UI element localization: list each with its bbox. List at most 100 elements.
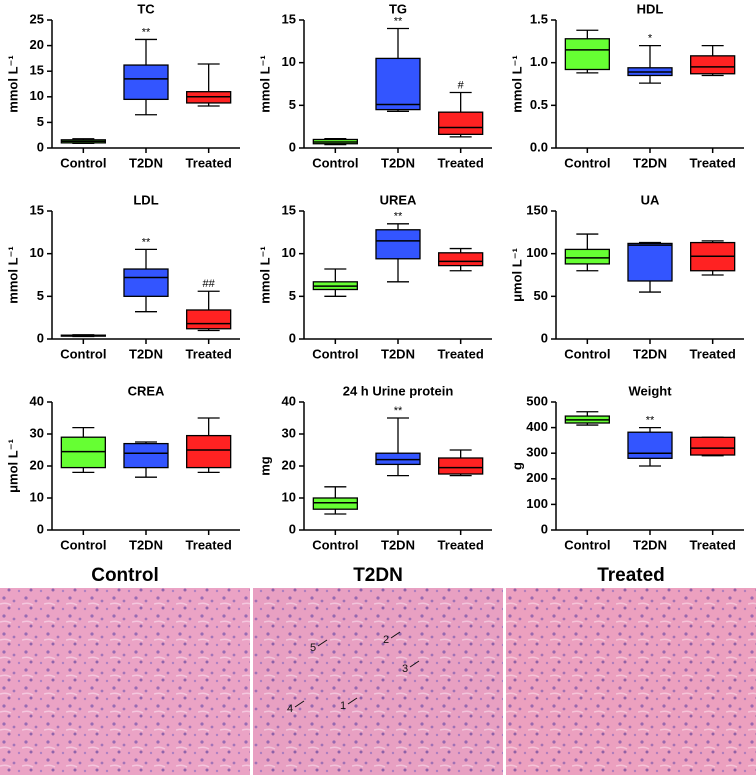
x-tick-label: Treated <box>186 537 232 552</box>
box <box>312 497 358 510</box>
box <box>375 229 421 260</box>
marker-arrow <box>317 639 328 647</box>
x-tick-label: Control <box>312 537 358 552</box>
marker-arrow <box>294 700 305 708</box>
y-tick-label: 0 <box>541 330 548 345</box>
y-tick-label: 100 <box>526 245 548 260</box>
y-axis-label: mmol L⁻¹ <box>5 246 20 303</box>
marker-arrow <box>409 660 420 668</box>
box <box>60 436 106 469</box>
x-tick-label: Treated <box>186 346 232 361</box>
significance-label: ** <box>394 405 403 417</box>
x-tick-label: Treated <box>438 346 484 361</box>
y-axis-label: μmol L⁻¹ <box>509 248 524 302</box>
x-tick-label: T2DN <box>129 346 163 361</box>
significance-label: ## <box>203 278 216 290</box>
x-tick-label: Control <box>60 537 106 552</box>
marker-label: 1 <box>340 700 346 712</box>
y-tick-label: 10 <box>282 54 296 69</box>
x-tick-label: T2DN <box>381 346 415 361</box>
x-tick-label: Treated <box>690 155 736 170</box>
y-axis-label: g <box>509 462 524 470</box>
panel-title: Treated <box>597 565 665 586</box>
y-tick-label: 5 <box>37 114 44 129</box>
image-tint <box>0 588 250 775</box>
y-tick-label: 20 <box>30 457 44 472</box>
x-tick-label: T2DN <box>633 346 667 361</box>
y-tick-label: 0 <box>37 139 44 154</box>
y-tick-label: 15 <box>30 63 44 78</box>
chart-title: CREA <box>128 383 165 398</box>
y-tick-label: 10 <box>30 88 44 103</box>
significance-label: * <box>648 33 653 45</box>
y-tick-label: 15 <box>30 202 44 217</box>
x-tick-label: Control <box>60 346 106 361</box>
y-tick-label: 40 <box>30 393 44 408</box>
marker-label: 2 <box>383 634 389 646</box>
box <box>564 38 610 71</box>
y-tick-label: 10 <box>282 489 296 504</box>
x-tick-label: Control <box>60 155 106 170</box>
y-tick-label: 10 <box>282 245 296 260</box>
chart-title: 24 h Urine protein <box>343 383 454 398</box>
significance-label: ** <box>394 15 403 27</box>
x-tick-label: Control <box>312 155 358 170</box>
histology-image <box>506 588 756 775</box>
chart-title: TC <box>137 1 155 16</box>
y-tick-label: 200 <box>526 470 548 485</box>
box <box>564 248 610 265</box>
marker-label: 4 <box>287 703 293 715</box>
significance-label: # <box>458 79 465 91</box>
chart-title: Weight <box>628 383 672 398</box>
x-tick-label: Control <box>564 346 610 361</box>
box <box>627 431 673 459</box>
y-axis-label: mmol L⁻¹ <box>5 55 20 112</box>
x-tick-label: Treated <box>690 346 736 361</box>
chart-title: UA <box>641 192 660 207</box>
marker-label: 3 <box>402 663 408 675</box>
y-axis-label: mmol L⁻¹ <box>509 55 524 112</box>
y-axis-label: mg <box>257 456 272 476</box>
box <box>438 457 484 475</box>
significance-label: ** <box>142 236 151 248</box>
y-tick-label: 20 <box>282 457 296 472</box>
y-tick-label: 30 <box>30 425 44 440</box>
box <box>438 111 484 135</box>
y-tick-label: 400 <box>526 419 548 434</box>
x-tick-label: Treated <box>438 155 484 170</box>
histology-image <box>0 588 250 775</box>
x-tick-label: T2DN <box>633 537 667 552</box>
x-tick-label: T2DN <box>381 155 415 170</box>
y-tick-label: 150 <box>526 202 548 217</box>
x-tick-label: Treated <box>186 155 232 170</box>
y-tick-label: 0.0 <box>530 139 548 154</box>
chart-title: TG <box>389 1 407 16</box>
y-tick-label: 0 <box>541 521 548 536</box>
y-tick-label: 25 <box>30 11 44 26</box>
y-tick-label: 0.5 <box>530 97 548 112</box>
chart-title: HDL <box>637 1 664 16</box>
y-tick-label: 15 <box>282 11 296 26</box>
x-tick-label: Control <box>564 537 610 552</box>
y-tick-label: 100 <box>526 496 548 511</box>
y-tick-label: 5 <box>289 97 296 112</box>
marker-arrow <box>390 631 401 639</box>
y-tick-label: 500 <box>526 393 548 408</box>
y-tick-label: 300 <box>526 445 548 460</box>
x-tick-label: T2DN <box>129 537 163 552</box>
marker-arrow <box>347 697 358 705</box>
y-tick-label: 50 <box>534 288 548 303</box>
image-tint <box>506 588 756 775</box>
box <box>690 436 736 456</box>
y-tick-label: 0 <box>37 521 44 536</box>
significance-label: ** <box>142 26 151 38</box>
box <box>123 268 169 297</box>
y-tick-label: 30 <box>282 425 296 440</box>
y-tick-label: 10 <box>30 245 44 260</box>
x-tick-label: Treated <box>690 537 736 552</box>
x-tick-label: Treated <box>438 537 484 552</box>
x-tick-label: T2DN <box>129 155 163 170</box>
image-tint <box>253 588 503 775</box>
y-axis-label: mmol L⁻¹ <box>257 246 272 303</box>
